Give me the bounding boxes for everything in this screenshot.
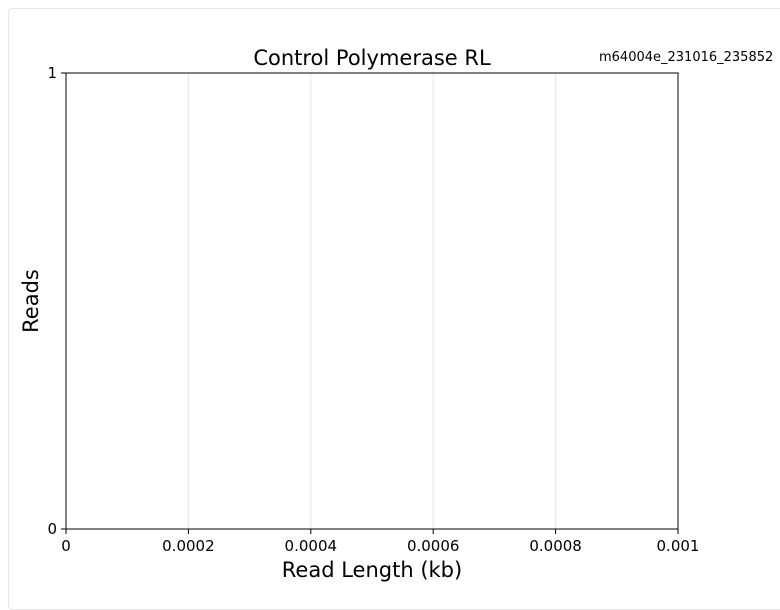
plot-area (65, 72, 679, 530)
x-tick-label: 0.0004 (285, 537, 338, 555)
x-tick-label: 0.001 (657, 537, 700, 555)
chart-subtitle: m64004e_231016_235852 (599, 50, 773, 65)
y-tick-label: 0 (47, 520, 57, 538)
x-tick-label: 0 (61, 537, 71, 555)
chart: Control Polymerase RL m64004e_231016_235… (19, 46, 773, 582)
grid (187, 73, 557, 529)
x-tick-label: 0.0006 (407, 537, 460, 555)
y-tick-label: 1 (47, 64, 57, 82)
y-axis-ticks: 01 (47, 64, 66, 538)
y-axis-label: Reads (19, 269, 43, 333)
x-axis-label: Read Length (kb) (282, 558, 462, 582)
chart-title: Control Polymerase RL (253, 46, 491, 70)
chart-card (8, 8, 780, 610)
x-axis-ticks: 0 0.0002 0.0004 0.0006 0.0008 0.001 (61, 529, 699, 555)
x-tick-label: 0.0002 (162, 537, 215, 555)
x-tick-label: 0.0008 (529, 537, 582, 555)
